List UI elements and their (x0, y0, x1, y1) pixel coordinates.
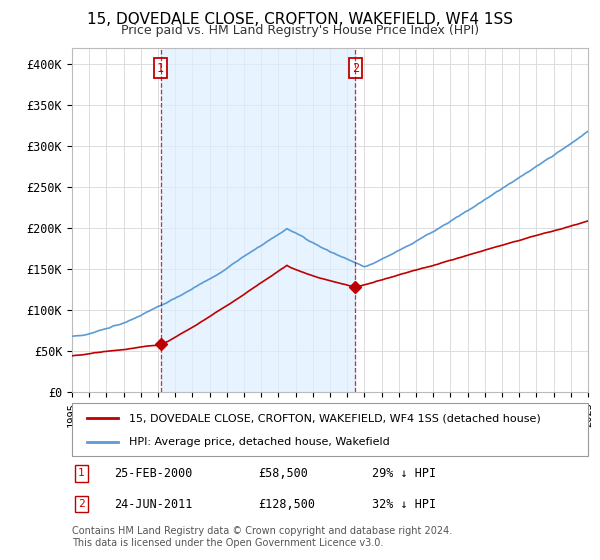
Text: Price paid vs. HM Land Registry's House Price Index (HPI): Price paid vs. HM Land Registry's House … (121, 24, 479, 36)
Text: HPI: Average price, detached house, Wakefield: HPI: Average price, detached house, Wake… (129, 436, 389, 446)
Text: 2: 2 (78, 499, 85, 509)
FancyBboxPatch shape (72, 403, 588, 456)
Text: £128,500: £128,500 (258, 497, 315, 511)
Text: 2: 2 (352, 62, 359, 74)
Text: 15, DOVEDALE CLOSE, CROFTON, WAKEFIELD, WF4 1SS (detached house): 15, DOVEDALE CLOSE, CROFTON, WAKEFIELD, … (129, 413, 541, 423)
Bar (161, 48, 355, 392)
Text: 15, DOVEDALE CLOSE, CROFTON, WAKEFIELD, WF4 1SS: 15, DOVEDALE CLOSE, CROFTON, WAKEFIELD, … (87, 12, 513, 27)
Text: 25-FEB-2000: 25-FEB-2000 (114, 466, 193, 480)
Text: 1: 1 (157, 62, 164, 74)
Text: Contains HM Land Registry data © Crown copyright and database right 2024.
This d: Contains HM Land Registry data © Crown c… (72, 526, 452, 548)
Text: 24-JUN-2011: 24-JUN-2011 (114, 497, 193, 511)
Text: 29% ↓ HPI: 29% ↓ HPI (372, 466, 436, 480)
Text: 32% ↓ HPI: 32% ↓ HPI (372, 497, 436, 511)
Text: £58,500: £58,500 (258, 466, 308, 480)
Text: 1: 1 (78, 468, 85, 478)
